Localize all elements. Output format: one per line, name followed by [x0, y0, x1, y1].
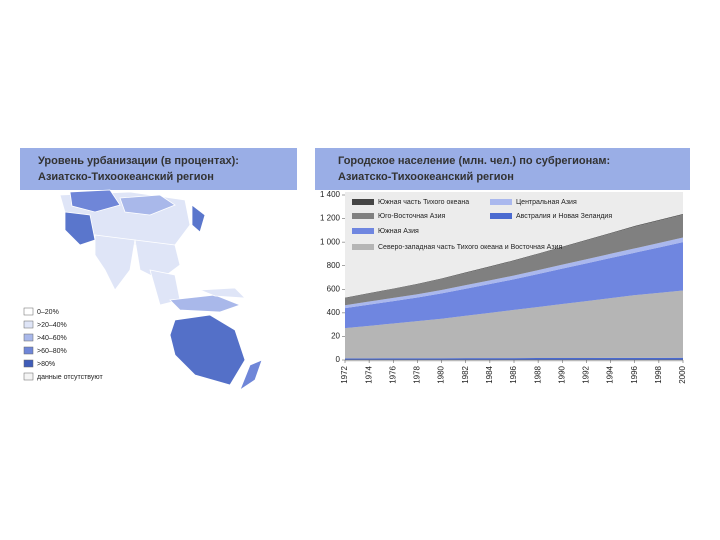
legend-label: данные отсутствуют: [37, 374, 103, 381]
x-tick-label: 1974: [364, 365, 373, 383]
y-tick-label: 20: [331, 332, 340, 341]
x-tick-label: 1978: [413, 365, 422, 383]
y-tick-label: 800: [327, 261, 341, 270]
legend-swatch: [23, 346, 34, 355]
legend-label: Южная часть Тихого океана: [378, 199, 469, 206]
legend-label: Австралия и Новая Зеландия: [516, 213, 612, 220]
legend-swatch: [23, 372, 34, 381]
legend-swatch: [352, 228, 374, 234]
area: [345, 213, 683, 299]
legend-swatch: [490, 199, 512, 205]
x-tick-label: 2000: [678, 365, 687, 383]
map-title: Азиатско-Тихоокеанский регион: [38, 171, 214, 183]
legend-swatch: [23, 307, 34, 316]
legend-swatch: [23, 359, 34, 368]
y-tick-label: 1 400: [320, 190, 341, 199]
chart-title: Азиатско-Тихоокеанский регион: [338, 171, 514, 183]
area: [345, 357, 683, 360]
area: [345, 214, 683, 306]
legend-swatch: [352, 213, 374, 219]
y-tick-label: 1 200: [320, 214, 341, 223]
legend-label: >40–60%: [37, 335, 67, 342]
x-tick-label: 1998: [654, 365, 663, 383]
legend-label: >80%: [37, 361, 55, 368]
y-tick-label: 400: [327, 308, 341, 317]
legend-label: 0–20%: [37, 309, 59, 316]
x-tick-label: 1990: [557, 365, 566, 383]
y-tick-label: 1 000: [320, 237, 341, 246]
legend-swatch: [352, 244, 374, 250]
chart-header: [315, 148, 690, 190]
y-tick-label: 600: [327, 284, 341, 293]
legend-swatch: [490, 213, 512, 219]
area: [345, 237, 683, 309]
x-tick-label: 1994: [606, 365, 615, 383]
map: [59, 189, 263, 392]
x-tick-label: 1982: [461, 365, 470, 383]
chart-title: Городское население (млн. чел.) по субре…: [338, 155, 610, 167]
legend-label: Юго-Восточная Азия: [378, 213, 446, 220]
legend-label: >60–80%: [37, 348, 67, 355]
legend-swatch: [23, 333, 34, 342]
x-tick-label: 1976: [388, 365, 397, 383]
map-title: Уровень урбанизации (в процентах):: [38, 155, 239, 167]
legend-swatch: [352, 199, 374, 205]
x-tick-label: 1984: [485, 365, 494, 383]
x-tick-label: 1986: [509, 365, 518, 383]
area: [345, 242, 683, 329]
map-header: [20, 148, 297, 190]
legend-label: >20–40%: [37, 322, 67, 329]
x-tick-label: 1996: [630, 365, 639, 383]
legend-label: Северо-западная часть Тихого океана и Во…: [378, 244, 562, 251]
x-tick-label: 1992: [582, 365, 591, 383]
legend-label: Центральная Азия: [516, 199, 577, 206]
x-tick-label: 1988: [533, 365, 542, 383]
area: [345, 290, 683, 359]
x-tick-label: 1972: [340, 365, 349, 383]
x-tick-label: 1980: [437, 365, 446, 383]
y-tick-label: 0: [336, 355, 341, 364]
legend-swatch: [23, 320, 34, 329]
legend-label: Южная Азия: [378, 228, 419, 235]
